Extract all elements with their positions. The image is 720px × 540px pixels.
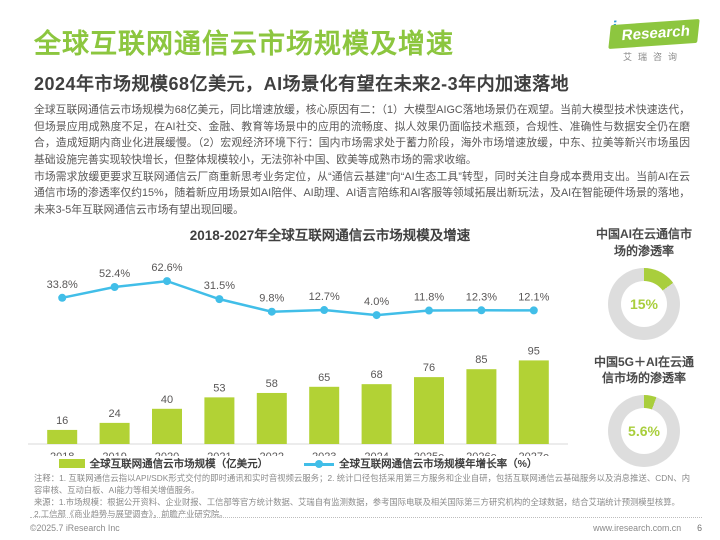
svg-text:12.7%: 12.7% — [309, 291, 340, 303]
iresearch-logo-mark: i Research — [608, 18, 700, 50]
footnotes: 注释：1. 互联网通信云指以API/SDK形式交付的即时通讯和实时音视频云服务；… — [34, 472, 690, 520]
copyright-text: ©2025.7 iResearch Inc — [30, 523, 120, 533]
svg-text:95: 95 — [528, 345, 540, 357]
footer: ©2025.7 iResearch Inc www.iresearch.com.… — [30, 517, 702, 533]
header: 全球互联网通信云市场规模及增速 i Research 艾瑞咨询 — [34, 18, 700, 63]
logo-chinese-name: 艾瑞咨询 — [622, 52, 683, 62]
svg-text:12.3%: 12.3% — [466, 291, 497, 303]
legend-item-line: 全球互联网通信云市场规模年增长率（%） — [304, 456, 537, 471]
paragraph-2: 市场需求放缓更要求互联网通信云厂商重新思考业务定位，从“通信云基建”向“AI生态… — [34, 170, 690, 216]
svg-text:9.8%: 9.8% — [259, 293, 284, 305]
page-title: 全球互联网通信云市场规模及增速 — [34, 29, 454, 59]
donut-value-5g-ai: 5.6% — [628, 423, 660, 440]
donut-chart-ai: 15% — [608, 267, 680, 340]
legend-line-label: 全球互联网通信云市场规模年增长率（%） — [339, 458, 538, 470]
paragraph-1: 全球互联网通信云市场规模为68亿美元，同比增速放缓，核心原因有二：（1）大模型A… — [34, 104, 690, 166]
line-swatch-icon — [304, 459, 335, 468]
chart-title: 2018-2027年全球互联网通信云市场规模及增速 — [189, 228, 471, 243]
svg-text:52.4%: 52.4% — [99, 268, 130, 280]
iresearch-logo: i Research 艾瑞咨询 — [608, 18, 700, 63]
svg-text:33.8%: 33.8% — [47, 279, 78, 291]
svg-text:76: 76 — [423, 362, 435, 374]
svg-text:40: 40 — [161, 394, 173, 406]
svg-text:12.1%: 12.1% — [518, 291, 549, 303]
donut-block-5g-ai: 中国5G＋AI在云通 信市场的渗透率 5.6% — [574, 354, 714, 468]
donut-block-ai: 中国AI在云通信市 场的渗透率 15% — [574, 226, 714, 340]
combo-chart-svg: 1620182420194020205320215820226520236820… — [28, 262, 568, 463]
page-number: 6 — [697, 523, 702, 533]
svg-text:58: 58 — [266, 378, 278, 390]
svg-text:31.5%: 31.5% — [204, 280, 235, 292]
legend-item-bar: 全球互联网通信云市场规模（亿美元） — [58, 456, 269, 471]
svg-text:68: 68 — [370, 369, 382, 381]
svg-text:11.8%: 11.8% — [414, 292, 445, 304]
legend-bar-label: 全球互联网通信云市场规模（亿美元） — [89, 458, 269, 470]
donut-title-5g-ai: 中国5G＋AI在云通 信市场的渗透率 — [593, 354, 694, 386]
chart-legend: 全球互联网通信云市场规模（亿美元） 全球互联网通信云市场规模年增长率（%） — [28, 456, 568, 471]
svg-text:62.6%: 62.6% — [151, 262, 182, 274]
website-url: www.iresearch.com.cn — [593, 523, 682, 533]
donut-chart-5g-ai: 5.6% — [608, 395, 680, 468]
svg-text:4.0%: 4.0% — [364, 296, 389, 308]
svg-text:53: 53 — [213, 382, 225, 394]
donut-value-ai: 15% — [629, 295, 659, 312]
svg-text:65: 65 — [318, 372, 330, 384]
svg-text:85: 85 — [475, 354, 487, 366]
body-text: 全球互联网通信云市场规模为68亿美元，同比增速放缓，核心原因有二：（1）大模型A… — [34, 102, 690, 218]
svg-text:24: 24 — [108, 408, 120, 420]
footnote-annotation: 注释：1. 互联网通信云指以API/SDK形式交付的即时通讯和实时音视频云服务；… — [34, 473, 690, 496]
combo-chart: 1620182420194020205320215820226520236820… — [28, 244, 568, 463]
footnote-source-1: 来源：1.市场规模：根据公开资料、企业财报、工信部等官方统计数据、艾瑞自有监测数… — [34, 497, 680, 508]
svg-text:16: 16 — [56, 415, 68, 427]
donut-title-ai: 中国AI在云通信市 场的渗透率 — [595, 227, 692, 258]
side-column: 中国AI在云通信市 场的渗透率 15% 中国5G＋AI在云通 信市场的渗透率 5.6… — [574, 226, 714, 481]
slide-subtitle: 2024年市场规模68亿美元，AI场景化有望在未来2-3年内加速落地 — [34, 74, 570, 94]
logo-wordmark: Research — [608, 18, 700, 50]
bar-swatch-icon — [58, 459, 85, 468]
footnote-source-2: 2.工信部《商业趋势与展望调查》，前瞻产业研究院。 — [34, 509, 228, 520]
